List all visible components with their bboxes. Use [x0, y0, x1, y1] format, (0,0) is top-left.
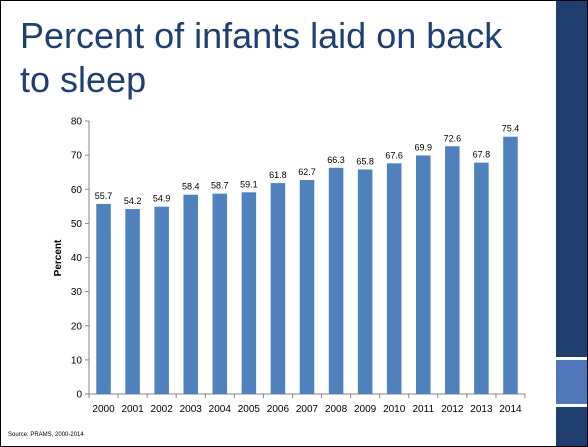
data-label: 67.6: [385, 150, 403, 160]
x-tick-label: 2009: [354, 404, 377, 415]
bar: [328, 167, 344, 394]
side-accent: [556, 360, 588, 404]
bar: [154, 206, 169, 394]
data-label: 67.8: [473, 150, 491, 160]
data-label: 58.7: [211, 181, 229, 191]
y-tick-label: 10: [71, 355, 83, 366]
bar: [270, 183, 286, 394]
data-label: 58.4: [182, 182, 200, 192]
x-axis: 2000 2001 2002 2003 2004 2005 2006 2007 2008 2009…: [88, 393, 526, 415]
data-label: 65.8: [356, 156, 374, 166]
x-tick-label: 2003: [180, 404, 203, 415]
data-label: 55.7: [95, 191, 113, 201]
data-label: 54.2: [124, 196, 142, 206]
bar: [96, 203, 111, 394]
bar: [474, 162, 489, 394]
x-tick-label: 2011: [413, 404, 435, 415]
bar: [183, 194, 198, 394]
data-label: 72.6: [444, 133, 462, 143]
bar-series: [96, 136, 518, 394]
x-tick-label: 2001: [121, 404, 144, 415]
y-axis-label: Percent: [53, 239, 64, 276]
y-tick-label: 50: [71, 219, 83, 230]
x-tick-label: 2014: [499, 404, 522, 415]
y-tick-label: 60: [71, 185, 83, 196]
bar: [445, 146, 460, 394]
y-tick-label: 0: [76, 390, 82, 401]
bar: [299, 180, 315, 394]
data-label: 61.8: [269, 170, 287, 180]
y-axis: 0 10 20 30 40 50 60 70 80: [71, 117, 90, 401]
slide-title: Percent of infants laid on back to sleep: [20, 15, 503, 100]
data-label: 62.7: [298, 167, 316, 177]
x-tick-label: 2006: [267, 404, 290, 415]
x-tick-label: 2012: [441, 404, 464, 415]
bar: [241, 192, 257, 394]
bar: [503, 136, 518, 394]
data-label: 66.3: [327, 155, 345, 165]
data-labels: 55.7 54.2 54.9 58.4 58.7 59.1 61.8 62.7 66.3 65.8…: [95, 124, 519, 206]
bar: [416, 155, 431, 394]
bar: [212, 193, 228, 394]
y-tick-label: 20: [71, 321, 83, 332]
y-tick-label: 30: [71, 287, 83, 298]
x-tick-label: 2010: [383, 404, 406, 415]
x-tick-label: 2000: [92, 404, 115, 415]
y-tick-label: 40: [71, 253, 83, 264]
side-divider-lower: [556, 404, 588, 407]
side-divider: [556, 357, 588, 360]
data-label: 59.1: [240, 179, 258, 189]
x-tick-label: 2002: [151, 404, 174, 415]
data-label: 69.9: [415, 142, 433, 152]
x-tick-label: 2008: [325, 404, 348, 415]
x-tick-label: 2013: [470, 404, 493, 415]
x-tick-label: 2007: [296, 404, 319, 415]
source-note: Source: PRAMS, 2000-2014: [8, 432, 84, 438]
y-tick-label: 70: [71, 151, 83, 162]
bar: [125, 209, 140, 394]
y-tick-label: 80: [71, 117, 83, 128]
bar: [386, 163, 402, 394]
bar: [357, 169, 373, 394]
data-label: 54.9: [153, 194, 171, 204]
x-tick-label: 2005: [238, 404, 261, 415]
x-tick-label: 2004: [209, 404, 232, 415]
data-label: 75.4: [502, 124, 520, 134]
